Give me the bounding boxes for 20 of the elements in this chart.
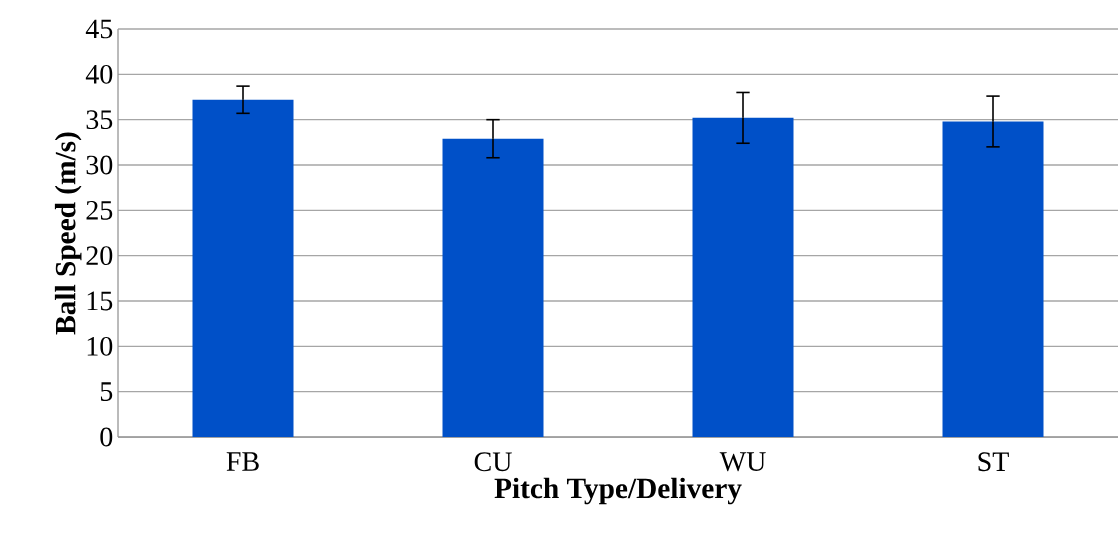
bar — [442, 138, 544, 437]
y-tick-label: 10 — [87, 336, 113, 356]
y-tick-label: 20 — [86, 246, 113, 266]
y-tick-label: 15 — [87, 291, 113, 311]
x-tick-label: FB — [226, 452, 259, 471]
y-axis-title: Ball Speed (m/s) — [54, 132, 82, 335]
bar — [692, 117, 794, 437]
y-tick-label: 0 — [100, 427, 113, 447]
x-tick-label: WU — [719, 452, 766, 472]
x-tick-label: CU — [474, 452, 512, 472]
y-tick-label: 35 — [86, 110, 113, 130]
y-tick-label: 30 — [86, 155, 113, 175]
y-tick-label: 40 — [85, 64, 113, 84]
bar — [942, 121, 1044, 437]
y-tick-label: 45 — [85, 19, 113, 39]
x-axis-title: Pitch Type/Delivery — [494, 477, 742, 505]
bar — [192, 99, 294, 437]
y-tick-label: 5 — [100, 382, 113, 401]
y-tick-label: 25 — [86, 200, 113, 220]
x-tick-label: ST — [978, 452, 1009, 472]
